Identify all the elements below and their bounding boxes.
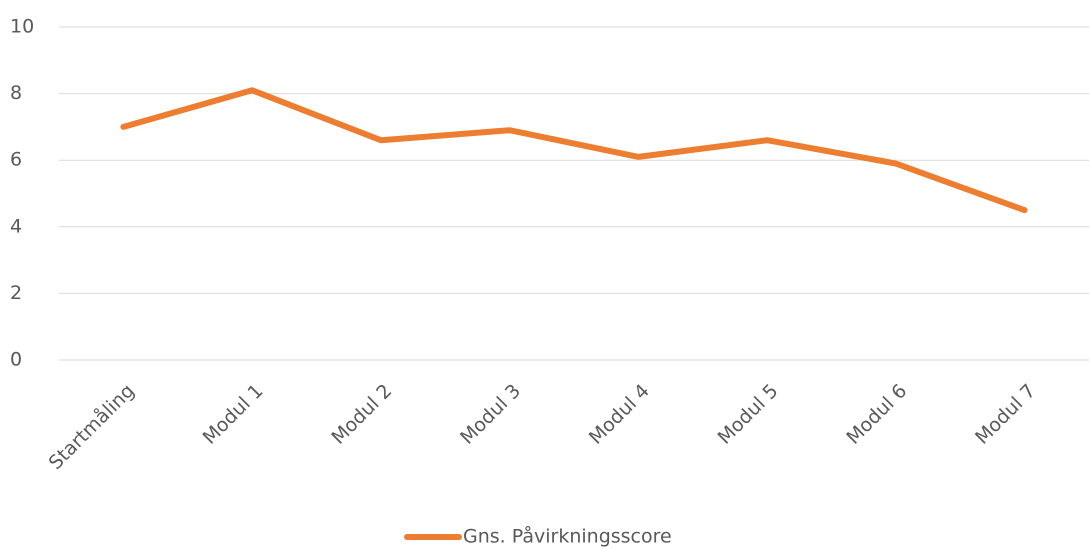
x-tick-label: Startmåling	[44, 379, 139, 474]
x-tick-label: Modul 2	[327, 380, 396, 449]
x-tick-label: Modul 5	[714, 380, 783, 449]
y-tick-label: 6	[10, 149, 22, 171]
x-tick-label: Modul 4	[585, 380, 654, 449]
y-tick-label: 10	[10, 16, 34, 38]
x-tick-label: Modul 3	[456, 380, 525, 449]
y-tick-label: 2	[10, 282, 22, 304]
y-tick-label: 0	[10, 349, 22, 371]
x-tick-label: Modul 6	[842, 380, 911, 449]
data-line	[120, 87, 1028, 214]
y-tick-label: 4	[10, 215, 22, 237]
x-tick-label: Modul 7	[971, 380, 1040, 449]
y-tick-label: 8	[10, 82, 22, 104]
x-tick-label: Modul 1	[199, 380, 268, 449]
legend-label: Gns. Påvirkningsscore	[463, 525, 672, 548]
